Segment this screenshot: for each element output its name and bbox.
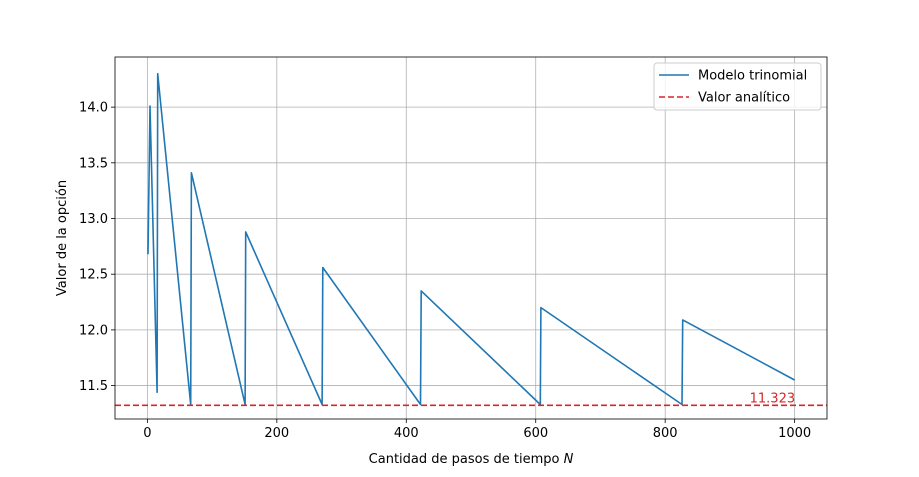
x-tick-label: 200 — [264, 426, 289, 441]
legend-label-modelo-trinomial: Modelo trinomial — [698, 69, 807, 84]
y-tick-label: 12.0 — [79, 323, 108, 338]
y-tick-label: 11.5 — [79, 379, 108, 394]
analytic-value-label: 11.323 — [750, 391, 796, 406]
x-tick-label: 1000 — [778, 426, 811, 441]
y-tick-label: 13.0 — [79, 212, 108, 227]
y-axis-label: Valor de la opción — [55, 180, 70, 296]
y-tick-label: 12.5 — [79, 268, 108, 283]
legend: Modelo trinomial Valor analítico — [654, 63, 821, 110]
x-tick-label: 800 — [653, 426, 678, 441]
y-tick-label: 13.5 — [79, 156, 108, 171]
x-axis-label: Cantidad de pasos de tiempo N — [369, 452, 574, 467]
x-tick-label: 0 — [143, 426, 151, 441]
x-tick-label: 600 — [523, 426, 548, 441]
legend-label-valor-analitico: Valor analítico — [698, 91, 790, 106]
y-tick-label: 14.0 — [79, 101, 108, 116]
x-tick-label: 400 — [394, 426, 419, 441]
